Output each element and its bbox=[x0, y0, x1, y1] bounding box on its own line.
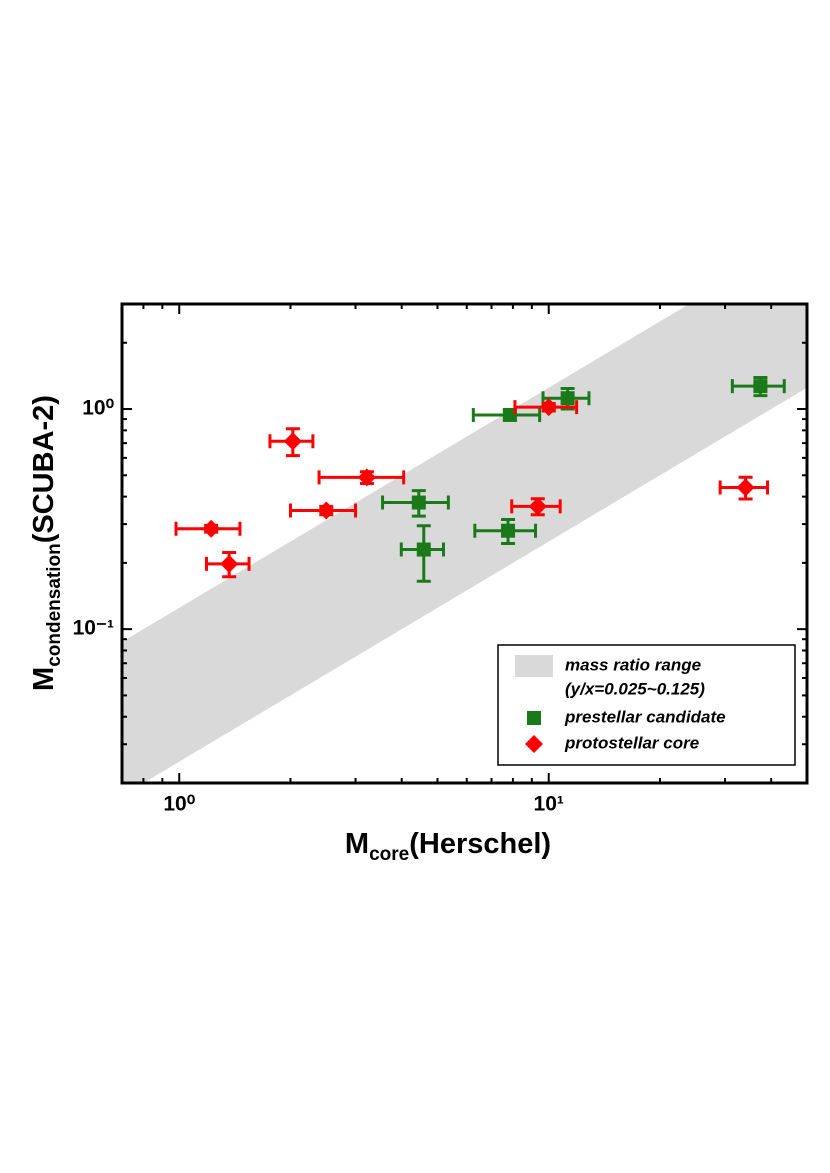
marker bbox=[539, 398, 558, 417]
marker bbox=[753, 379, 768, 394]
marker bbox=[283, 432, 302, 451]
ratio-band bbox=[122, 304, 807, 783]
legend-label: protostellar core bbox=[564, 733, 699, 752]
marker bbox=[501, 523, 516, 538]
y-label-sub: condensation bbox=[44, 543, 65, 667]
y-axis-label: Mcondensation(SCUBA-2) bbox=[28, 395, 65, 691]
x-label-rest: (Herschel) bbox=[409, 828, 551, 860]
plot-frame bbox=[120, 302, 809, 785]
marker bbox=[317, 501, 336, 520]
legend-band-swatch bbox=[515, 655, 553, 677]
legend-label: mass ratio range bbox=[565, 655, 701, 674]
x-axis-label: Mcore(Herschel) bbox=[345, 828, 551, 865]
marker bbox=[525, 735, 543, 753]
marker bbox=[202, 519, 221, 538]
y-label-main: M bbox=[28, 667, 60, 691]
marker bbox=[411, 495, 426, 510]
x-tick-label: 10⁰ bbox=[163, 793, 195, 816]
marker bbox=[357, 468, 376, 487]
y-tick-label: 10⁻¹ bbox=[73, 617, 114, 640]
marker bbox=[416, 542, 431, 557]
y-tick-label: 10⁰ bbox=[82, 397, 114, 420]
legend-label: prestellar candidate bbox=[564, 707, 726, 726]
marker bbox=[502, 407, 517, 422]
legend-note: (y/x=0.025~0.125) bbox=[565, 679, 705, 698]
y-label-rest: (SCUBA-2) bbox=[28, 395, 60, 543]
marker bbox=[528, 497, 547, 516]
x-tick-label: 10¹ bbox=[534, 793, 564, 816]
marker bbox=[220, 554, 239, 573]
marker bbox=[527, 711, 541, 725]
x-label-sub: core bbox=[369, 844, 409, 865]
marker bbox=[560, 391, 575, 406]
x-label-main: M bbox=[345, 828, 369, 860]
marker bbox=[736, 478, 755, 497]
